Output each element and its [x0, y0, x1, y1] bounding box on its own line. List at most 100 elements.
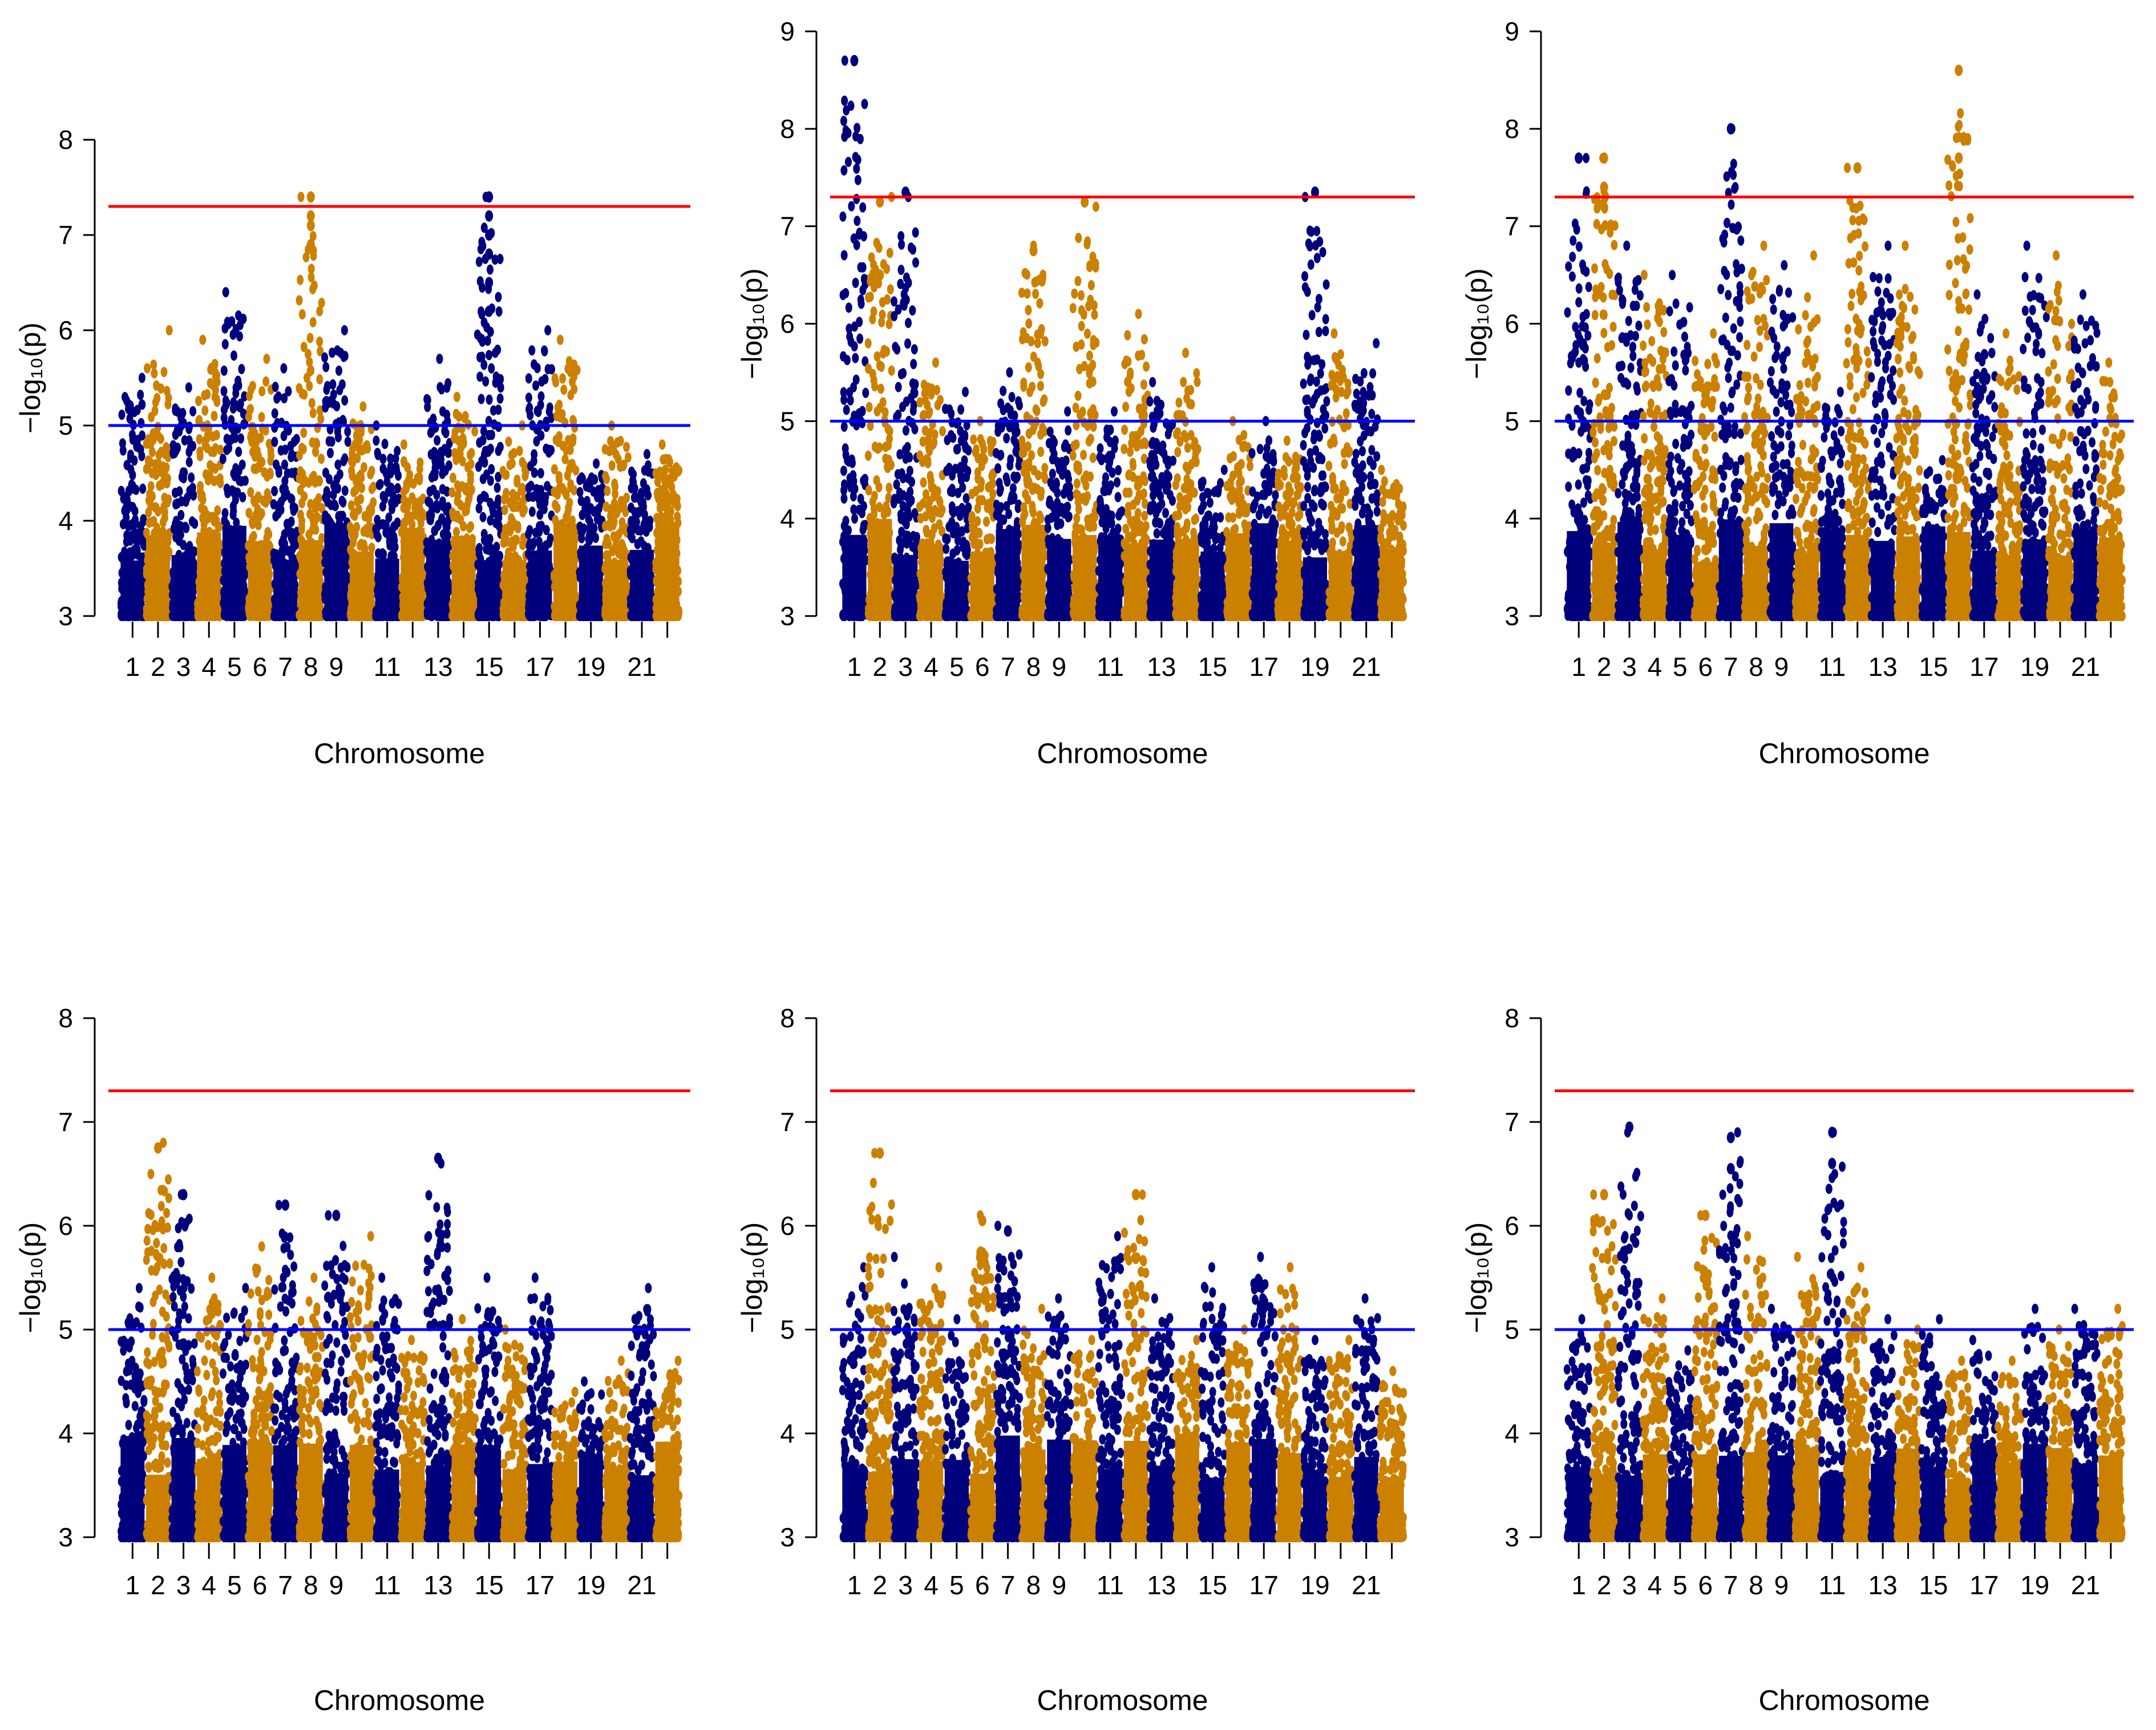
- snp-point: [358, 469, 365, 480]
- snp-point: [171, 611, 177, 621]
- snp-point: [455, 595, 462, 605]
- snp-point: [596, 589, 602, 599]
- snp-point: [510, 541, 517, 552]
- snp-point: [487, 476, 494, 486]
- snp-point: [176, 536, 183, 546]
- snp-point: [176, 426, 183, 436]
- snp-point: [543, 525, 550, 535]
- snp-point: [479, 607, 486, 617]
- snp-point: [501, 469, 508, 480]
- snp-point: [529, 492, 536, 502]
- snp-point: [464, 546, 471, 556]
- snp-point: [361, 526, 367, 537]
- snp-point: [315, 585, 322, 595]
- snp-point: [511, 567, 517, 577]
- snp-point: [383, 477, 390, 487]
- snp-point: [561, 609, 568, 619]
- snp-point: [497, 394, 504, 404]
- snp-point: [130, 435, 136, 445]
- snp-point: [306, 566, 313, 576]
- snp-point: [496, 306, 503, 317]
- snp-point: [475, 578, 482, 588]
- snp-point: [120, 445, 127, 456]
- snp-point: [129, 519, 136, 529]
- snp-point: [566, 464, 573, 475]
- chromosome-16-points: [500, 420, 530, 621]
- snp-point: [500, 570, 507, 581]
- snp-point: [432, 471, 439, 481]
- snp-point: [281, 460, 288, 470]
- snp-point: [334, 345, 341, 355]
- snp-point: [325, 513, 331, 524]
- snp-point: [374, 448, 381, 458]
- snp-point: [488, 363, 495, 374]
- snp-point: [327, 608, 334, 618]
- snp-point: [382, 610, 389, 621]
- snp-point: [143, 528, 150, 538]
- snp-point: [175, 559, 181, 569]
- snp-point: [322, 549, 329, 559]
- snp-point: [453, 527, 460, 537]
- manhattan-plot-figure: 345678−log₁₀(p)1 2 3 4 5 6 7 8 9 11 13 15 17 19 21Chro…: [0, 0, 2156, 1730]
- snp-point: [273, 460, 280, 470]
- snp-point: [271, 423, 278, 433]
- snp-point: [327, 396, 334, 406]
- snp-point: [331, 537, 338, 548]
- snp-point: [339, 497, 346, 508]
- snp-point: [480, 474, 487, 484]
- snp-point: [565, 545, 572, 556]
- snp-point: [392, 497, 399, 508]
- snp-point: [456, 412, 463, 422]
- snp-point: [426, 497, 433, 508]
- snp-point: [236, 544, 242, 554]
- snp-point: [128, 560, 135, 570]
- chromosome-19-points: [576, 459, 606, 621]
- snp-point: [442, 564, 448, 574]
- snp-point: [248, 430, 254, 440]
- snp-point: [544, 325, 551, 335]
- chromosome-13-points: [423, 354, 453, 621]
- snp-point: [592, 533, 599, 543]
- snp-point: [335, 432, 342, 443]
- snp-point: [401, 503, 407, 513]
- snp-point: [153, 522, 160, 533]
- snp-point: [238, 364, 245, 374]
- snp-point: [126, 485, 132, 496]
- snp-point: [148, 481, 155, 492]
- snp-point: [357, 494, 364, 504]
- snp-point: [201, 540, 208, 550]
- snp-point: [204, 443, 211, 453]
- snp-point: [449, 551, 456, 561]
- snp-point: [211, 516, 218, 526]
- snp-point: [476, 503, 483, 513]
- snp-point: [233, 534, 240, 545]
- snp-point: [382, 587, 389, 597]
- snp-point: [212, 359, 219, 369]
- snp-point: [284, 588, 290, 598]
- snp-point: [242, 476, 249, 486]
- snp-point: [221, 386, 228, 396]
- chromosome-4-points: [194, 335, 224, 621]
- snp-point: [464, 582, 471, 593]
- snp-point: [401, 456, 407, 467]
- snp-point: [595, 571, 602, 581]
- snp-point: [124, 497, 131, 507]
- snp-point: [556, 484, 563, 494]
- snp-point: [120, 519, 127, 529]
- snp-point: [557, 582, 564, 592]
- snp-point: [356, 586, 363, 597]
- snp-point: [246, 404, 253, 415]
- snp-point: [186, 610, 193, 620]
- snp-point: [285, 386, 292, 396]
- snp-point: [476, 543, 483, 553]
- snp-point: [198, 601, 205, 611]
- snp-point: [424, 395, 431, 405]
- chromosome-5-points: [220, 287, 250, 621]
- snp-point: [172, 488, 179, 498]
- snp-point: [225, 533, 232, 544]
- snp-point: [329, 379, 336, 390]
- snp-point: [442, 536, 448, 546]
- snp-point: [147, 457, 153, 467]
- snp-point: [186, 457, 193, 467]
- snp-point: [145, 507, 152, 517]
